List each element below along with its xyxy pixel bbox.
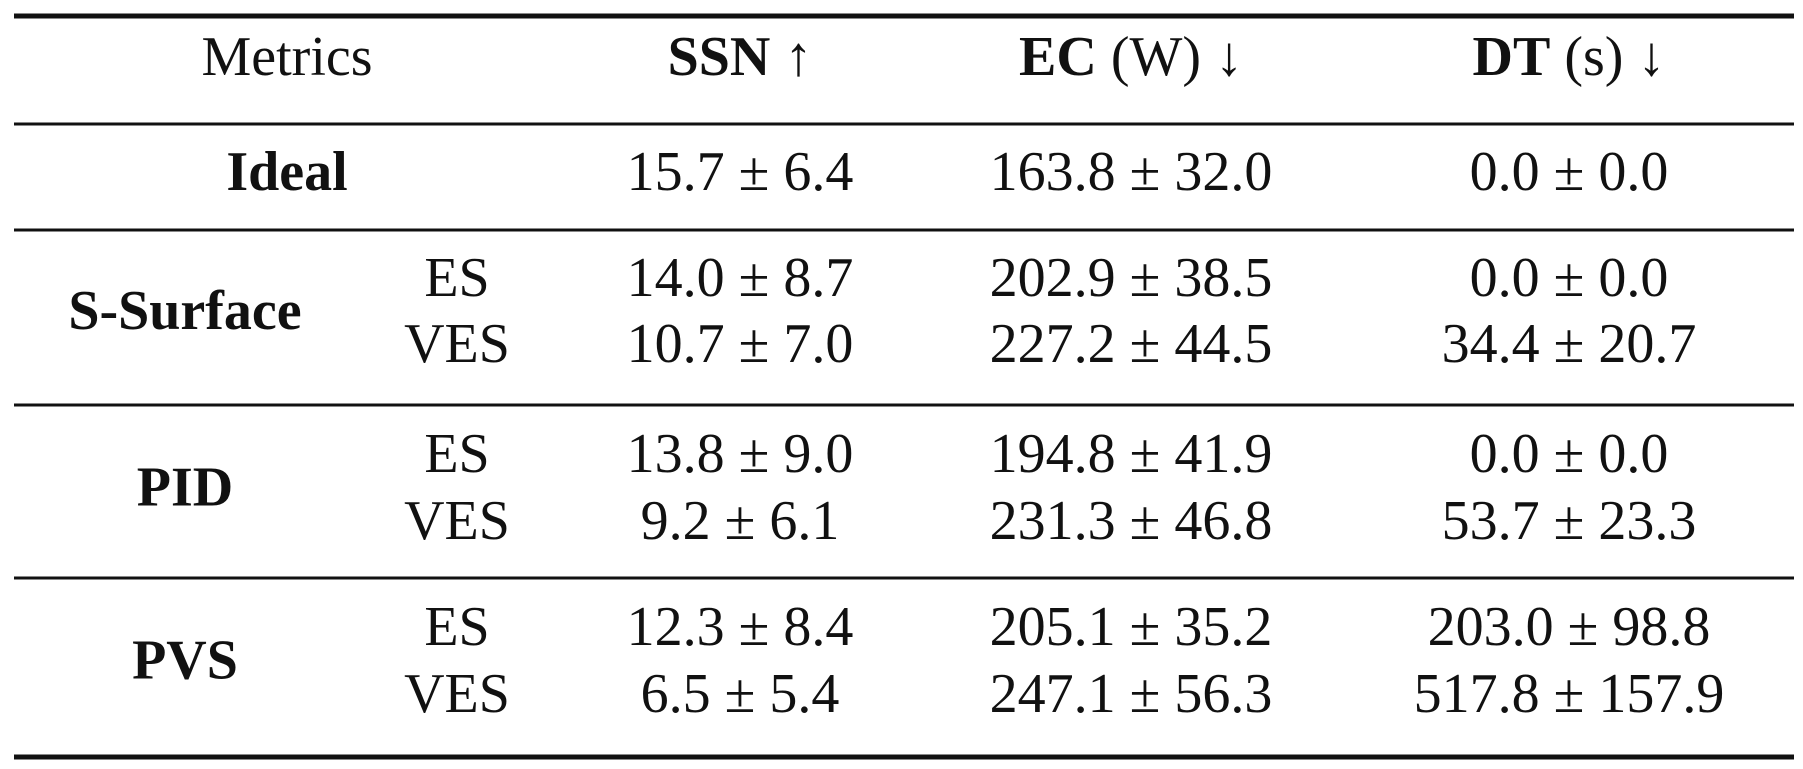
group-name: PID: [137, 456, 233, 518]
header-text: (W) ↓: [1111, 26, 1243, 88]
cell-value: 10.7 ± 7.0: [627, 313, 854, 375]
cell-value: 231.3 ± 46.8: [990, 490, 1273, 552]
cell-value: 194.8 ± 41.9: [990, 423, 1273, 485]
cell-value: 9.2 ± 6.1: [641, 490, 840, 552]
cell-value: 0.0 ± 0.0: [1470, 141, 1669, 203]
row-label: VES: [404, 663, 510, 725]
cell-value: 12.3 ± 8.4: [627, 596, 854, 658]
cell-value: 203.0 ± 98.8: [1428, 596, 1711, 658]
row-label: ES: [424, 596, 489, 658]
cell-value: 227.2 ± 44.5: [990, 313, 1273, 375]
header-cell: EC (W) ↓: [1019, 26, 1243, 88]
header-cell: DT (s) ↓: [1473, 26, 1666, 88]
cell-value: 247.1 ± 56.3: [990, 663, 1273, 725]
header-text: ↑: [784, 26, 812, 88]
cell-value: 0.0 ± 0.0: [1470, 247, 1669, 309]
cell-value: 14.0 ± 8.7: [627, 247, 854, 309]
header-text: Metrics: [201, 26, 372, 88]
group-name: S-Surface: [68, 280, 301, 342]
cell-value: 53.7 ± 23.3: [1442, 490, 1697, 552]
header-text: (s) ↓: [1564, 26, 1665, 88]
header-bold: SSN: [668, 26, 771, 88]
cell-value: 6.5 ± 5.4: [641, 663, 840, 725]
header-bold: DT: [1473, 26, 1551, 88]
row-label: ES: [424, 423, 489, 485]
header-bold: EC: [1019, 26, 1097, 88]
header-cell: Metrics: [201, 26, 372, 88]
cell-value: 517.8 ± 157.9: [1414, 663, 1725, 725]
cell-value: 205.1 ± 35.2: [990, 596, 1273, 658]
cell-value: 202.9 ± 38.5: [990, 247, 1273, 309]
row-label: ES: [424, 247, 489, 309]
group-name: PVS: [132, 629, 238, 691]
cell-value: 34.4 ± 20.7: [1442, 313, 1697, 375]
cell-value: 163.8 ± 32.0: [990, 141, 1273, 203]
group-name: Ideal: [226, 141, 347, 203]
cell-value: 13.8 ± 9.0: [627, 423, 854, 485]
row-label: VES: [404, 313, 510, 375]
cell-value: 0.0 ± 0.0: [1470, 423, 1669, 485]
header-cell: SSN ↑: [668, 26, 813, 88]
cell-value: 15.7 ± 6.4: [627, 141, 854, 203]
row-label: VES: [404, 490, 510, 552]
